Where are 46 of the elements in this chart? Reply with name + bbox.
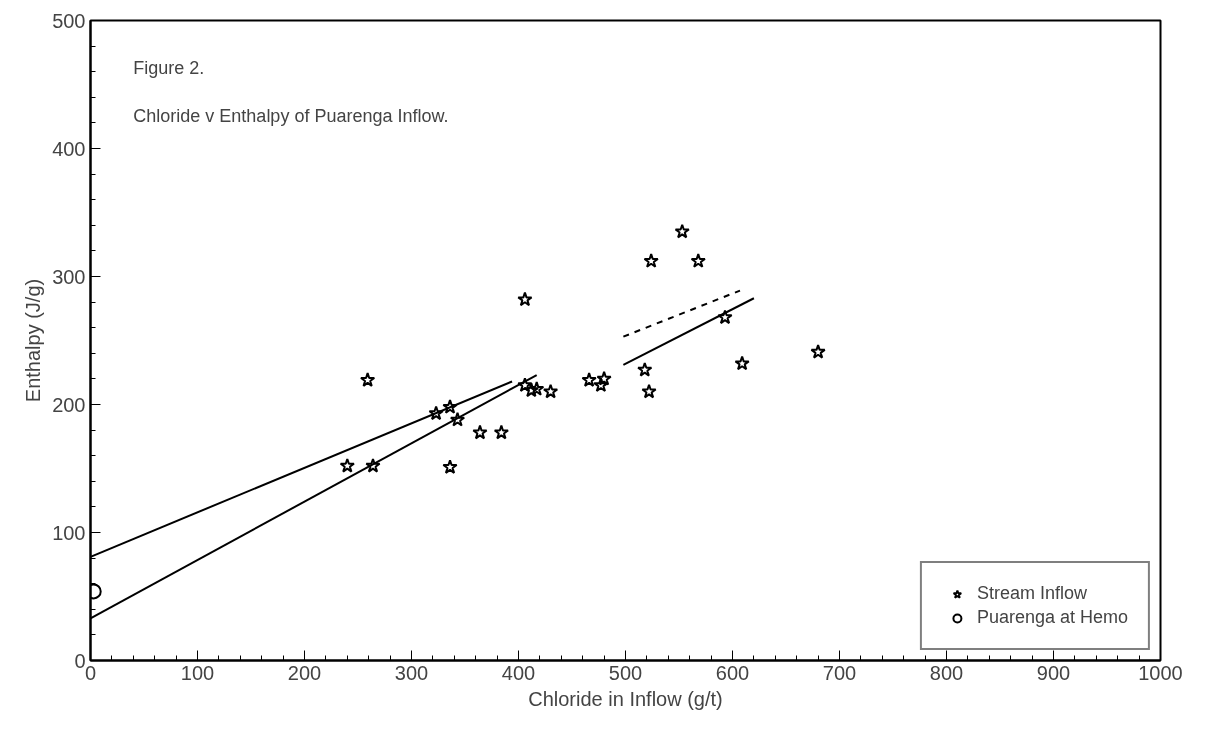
point xyxy=(674,223,690,239)
x-tick-label: 1000 xyxy=(1138,661,1183,684)
y-tick-label: 100 xyxy=(52,521,86,544)
y-tick-label: 300 xyxy=(52,265,86,288)
point xyxy=(523,382,539,398)
point xyxy=(449,411,466,427)
x-tick-label: 600 xyxy=(715,661,750,684)
point xyxy=(517,377,533,392)
point xyxy=(442,459,458,474)
legend-label: Puarenga at Hemo xyxy=(976,607,1128,628)
point xyxy=(690,253,706,268)
y-tick-label: 200 xyxy=(52,393,86,416)
y-axis-title: Enthalpy (J/g) xyxy=(22,278,45,403)
y-tick-label: 500 xyxy=(52,9,86,32)
point xyxy=(517,291,533,307)
point xyxy=(596,370,612,386)
x-tick-label: 500 xyxy=(608,661,643,684)
point xyxy=(472,424,488,440)
x-tick-label: 100 xyxy=(180,661,215,684)
y-tick-label: 400 xyxy=(52,137,86,160)
point xyxy=(359,372,376,387)
point xyxy=(542,383,559,399)
x-tick-label: 200 xyxy=(287,661,322,684)
point xyxy=(734,355,750,371)
point xyxy=(493,424,510,440)
x-tick-label: 700 xyxy=(822,661,857,684)
point xyxy=(365,457,381,473)
point xyxy=(428,405,444,421)
point xyxy=(581,372,597,387)
text: Chloride v Enthalpy of Puarenga Inflow. xyxy=(133,106,449,127)
point xyxy=(529,381,545,396)
point xyxy=(717,309,733,325)
point xyxy=(641,383,657,399)
point xyxy=(637,361,653,377)
text: Figure 2. xyxy=(133,58,205,79)
point xyxy=(593,377,609,392)
point xyxy=(810,344,826,359)
point xyxy=(643,253,659,268)
legend-label: Stream Inflow xyxy=(976,583,1087,604)
x-axis-title: Chloride in Inflow (g/t) xyxy=(528,687,723,710)
x-tick-label: 900 xyxy=(1036,661,1071,684)
x-tick-label: 400 xyxy=(501,661,536,684)
x-tick-label: 300 xyxy=(394,661,429,684)
x-tick-label: 800 xyxy=(929,661,964,684)
point xyxy=(442,399,458,414)
point xyxy=(339,457,355,473)
